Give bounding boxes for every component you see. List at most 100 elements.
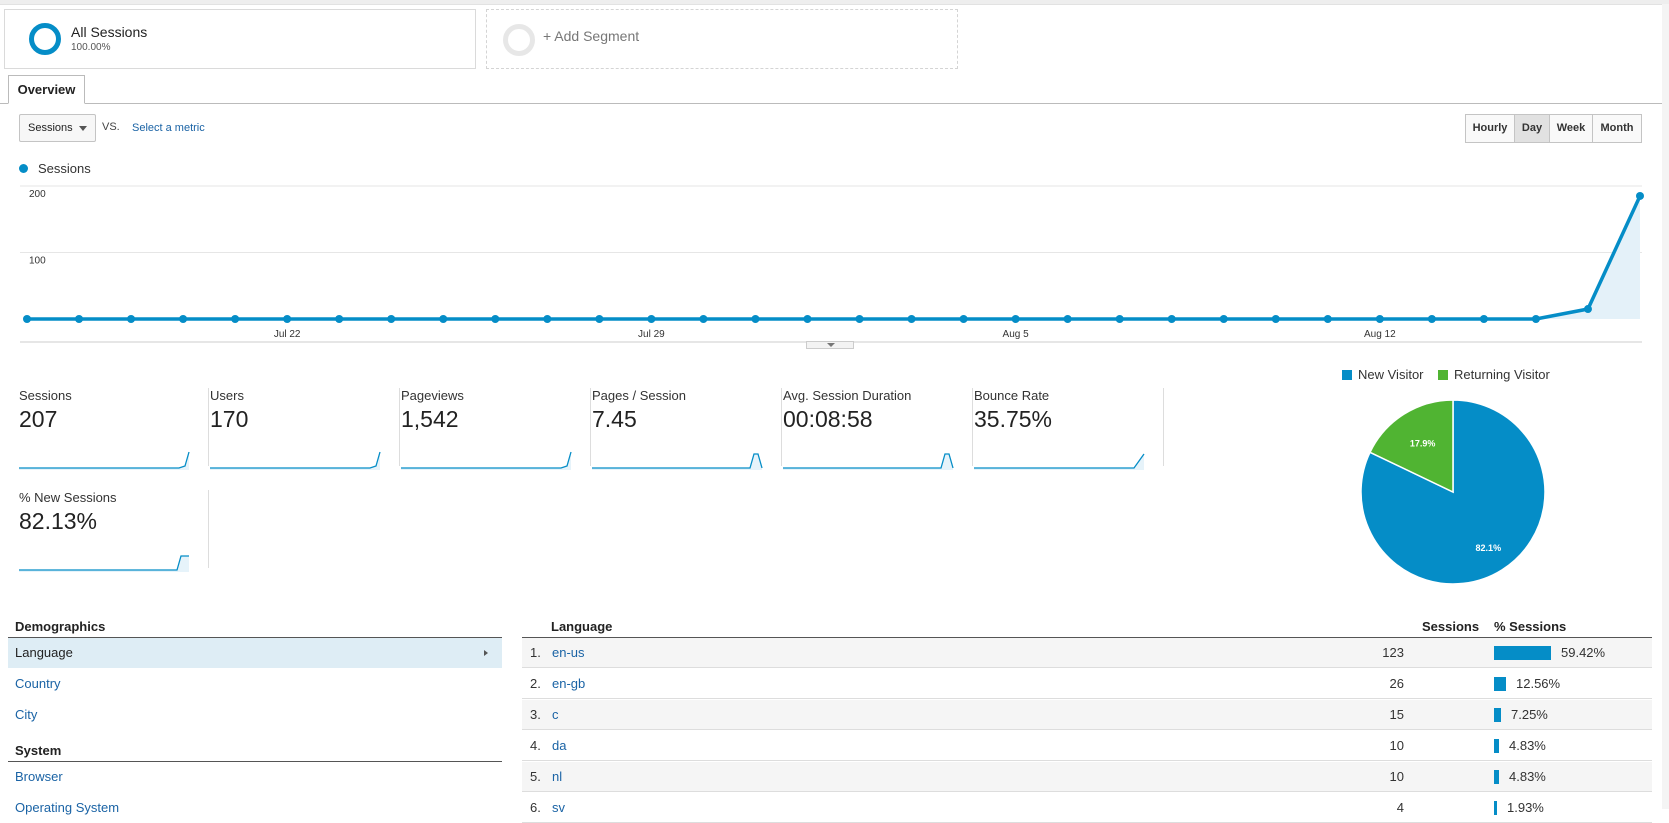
- metric-card[interactable]: Sessions 207: [19, 388, 209, 470]
- row-language-link[interactable]: nl: [552, 769, 563, 784]
- sessions-data-point[interactable]: [543, 315, 552, 323]
- sessions-data-point[interactable]: [595, 315, 604, 323]
- pie-legend-new-label: New Visitor: [1358, 367, 1424, 382]
- sessions-data-point[interactable]: [1115, 315, 1124, 323]
- row-sessions: 15: [1389, 707, 1404, 722]
- metric-label: Bounce Rate: [974, 388, 1050, 403]
- granularity-hourly-button[interactable]: Hourly: [1465, 114, 1515, 143]
- sessions-data-point[interactable]: [1323, 315, 1332, 323]
- pie-slice[interactable]: [1369, 399, 1454, 494]
- sessions-data-point[interactable]: [1011, 315, 1020, 323]
- sessions-data-point[interactable]: [699, 315, 708, 323]
- row-number: 4.: [530, 738, 541, 753]
- pie-slice[interactable]: [1360, 399, 1546, 585]
- segment-all-sessions[interactable]: All Sessions 100.00%: [4, 9, 476, 69]
- metric-sparkline: [210, 451, 381, 470]
- metric-value: 170: [210, 406, 249, 432]
- row-sessions: 26: [1389, 676, 1404, 691]
- demographics-item-language[interactable]: Language: [8, 638, 502, 668]
- row-sessions: 4: [1396, 800, 1404, 815]
- metric-value: 35.75%: [974, 406, 1053, 432]
- metric-value: 207: [19, 406, 58, 432]
- demographics-item-city[interactable]: City: [15, 707, 38, 722]
- metric-value: 82.13%: [19, 508, 98, 534]
- granularity-day-button[interactable]: Day: [1514, 114, 1550, 143]
- sessions-data-point[interactable]: [1583, 305, 1592, 314]
- row-pct-sessions: 12.56%: [1516, 676, 1561, 691]
- sessions-data-point[interactable]: [803, 315, 812, 323]
- demographics-heading: Demographics: [15, 619, 106, 634]
- metric-card[interactable]: Pages / Session 7.45: [592, 388, 782, 470]
- sessions-data-point[interactable]: [439, 315, 448, 323]
- demographics-item-country[interactable]: Country: [15, 676, 61, 691]
- metric-sparkline: [401, 451, 572, 470]
- sessions-data-point[interactable]: [127, 315, 136, 323]
- row-language-link[interactable]: en-gb: [552, 676, 586, 691]
- row-share-bar: [1494, 770, 1499, 784]
- sessions-data-point[interactable]: [959, 315, 968, 323]
- new-visitor-swatch-icon: [1342, 370, 1352, 380]
- sessions-data-point[interactable]: [1063, 315, 1072, 323]
- row-language-link[interactable]: da: [552, 738, 567, 753]
- pie-legend-new: New Visitor: [1342, 367, 1424, 382]
- metric-card[interactable]: Bounce Rate 35.75%: [974, 388, 1164, 470]
- sessions-data-point[interactable]: [283, 315, 292, 323]
- sessions-data-point[interactable]: [335, 315, 344, 323]
- granularity-week-button[interactable]: Week: [1549, 114, 1593, 143]
- sessions-data-point[interactable]: [491, 315, 500, 323]
- sessions-series-line: [27, 195, 1642, 321]
- table-header-divider: [522, 637, 1652, 638]
- sessions-data-point[interactable]: [75, 315, 84, 323]
- row-language-link[interactable]: c: [552, 707, 559, 722]
- pie-slice-label: 82.1%: [1476, 543, 1502, 553]
- x-tick-label: Jul 29: [638, 329, 665, 340]
- metric-card[interactable]: Pageviews 1,542: [401, 388, 591, 470]
- sessions-data-point[interactable]: [1479, 315, 1488, 323]
- sessions-data-point[interactable]: [1167, 315, 1176, 323]
- row-language-link[interactable]: en-us: [552, 645, 585, 660]
- sessions-data-point[interactable]: [751, 315, 760, 323]
- demographics-item-label: Language: [15, 645, 73, 660]
- granularity-month-button[interactable]: Month: [1592, 114, 1642, 143]
- select-metric-link[interactable]: Select a metric: [132, 122, 205, 134]
- metric-label: Sessions: [19, 388, 72, 403]
- metric-card[interactable]: Avg. Session Duration 00:08:58: [783, 388, 973, 470]
- page-scrollbar[interactable]: [1662, 4, 1669, 809]
- table-row: 5. nl 10 4.83%: [522, 762, 1652, 792]
- sessions-data-point[interactable]: [1636, 191, 1644, 200]
- sessions-data-point[interactable]: [647, 315, 656, 323]
- system-divider: [8, 761, 502, 762]
- chart-collapse-handle[interactable]: [806, 341, 854, 349]
- sessions-data-point[interactable]: [1219, 315, 1228, 323]
- sessions-data-point[interactable]: [1375, 315, 1384, 323]
- table-row: 6. sv 4 1.93%: [522, 793, 1652, 823]
- sessions-data-point[interactable]: [855, 315, 864, 323]
- sessions-data-point[interactable]: [907, 315, 916, 323]
- system-item-operating-system[interactable]: Operating System: [15, 800, 120, 815]
- metric-card[interactable]: % New Sessions 82.13%: [19, 490, 209, 572]
- system-item-browser[interactable]: Browser: [15, 769, 63, 784]
- row-language-link[interactable]: sv: [552, 800, 565, 815]
- demographics-divider: [8, 637, 502, 638]
- add-segment-button[interactable]: + Add Segment: [486, 9, 958, 69]
- sessions-data-point[interactable]: [1531, 315, 1540, 323]
- chevron-right-icon: [484, 650, 488, 656]
- sessions-data-point[interactable]: [1271, 315, 1280, 323]
- row-share-bar: [1494, 677, 1506, 691]
- pie-legend-returning: Returning Visitor: [1438, 367, 1550, 382]
- sessions-data-point[interactable]: [387, 315, 396, 323]
- row-pct-sessions: 4.83%: [1509, 769, 1546, 784]
- row-pct-sessions: 59.42%: [1561, 645, 1606, 660]
- sessions-data-point[interactable]: [179, 315, 188, 323]
- metric-label: Avg. Session Duration: [783, 388, 912, 403]
- metric-card[interactable]: Users 170: [210, 388, 400, 470]
- metric-select[interactable]: Sessions: [19, 114, 96, 142]
- row-share-bar: [1494, 801, 1497, 815]
- tab-overview[interactable]: Overview: [8, 75, 85, 104]
- table-header-pct-sessions: % Sessions: [1494, 619, 1567, 634]
- visitor-pie-chart: 82.1% 17.9%: [1360, 399, 1546, 585]
- row-share-bar: [1494, 739, 1499, 753]
- sessions-data-point[interactable]: [1427, 315, 1436, 323]
- sessions-data-point[interactable]: [231, 315, 240, 323]
- sessions-data-point[interactable]: [23, 315, 31, 323]
